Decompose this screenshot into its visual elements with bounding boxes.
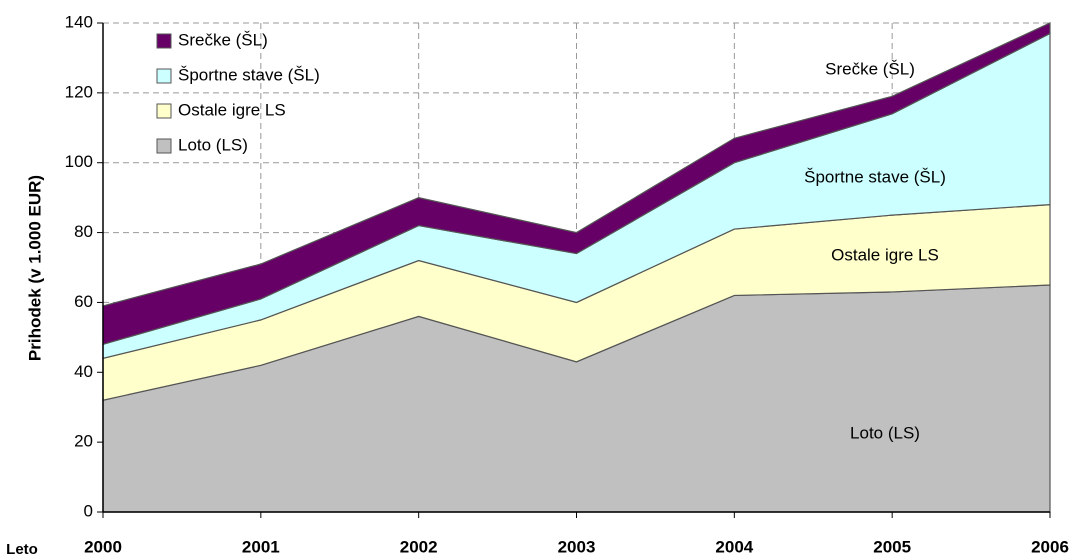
area-label: Športne stave (ŠL) (804, 167, 946, 186)
legend-label: Srečke (ŠL) (178, 30, 268, 49)
legend-label: Ostale igre LS (178, 100, 286, 119)
x-tick-label: 2001 (242, 537, 280, 556)
y-tick-label: 140 (65, 12, 93, 31)
y-tick-label: 100 (65, 152, 93, 171)
x-tick-label: 2006 (1031, 537, 1069, 556)
y-tick-label: 20 (74, 432, 93, 451)
y-tick-label: 40 (74, 362, 93, 381)
x-tick-label: 2005 (873, 537, 911, 556)
legend-swatch (156, 103, 172, 119)
y-tick-label: 0 (84, 501, 93, 520)
area-label: Srečke (ŠL) (825, 59, 915, 78)
legend-label: Športne stave (ŠL) (178, 65, 320, 84)
legend-label: Loto (LS) (178, 135, 248, 154)
x-tick-label: 2000 (84, 537, 122, 556)
x-tick-label: 2003 (558, 537, 596, 556)
x-tick-label: 2004 (715, 537, 753, 556)
area-label: Ostale igre LS (831, 245, 939, 264)
x-axis-label: Leto (6, 541, 38, 558)
y-axis-label: Prihodek (v 1.000 EUR) (25, 175, 44, 361)
y-tick-label: 120 (65, 82, 93, 101)
legend-swatch (156, 68, 172, 84)
area-label: Loto (LS) (850, 423, 920, 442)
x-tick-label: 2002 (400, 537, 438, 556)
y-tick-label: 80 (74, 222, 93, 241)
area (102, 22, 1051, 346)
y-tick-label: 60 (74, 292, 93, 311)
legend-swatch (156, 138, 172, 154)
legend-swatch (156, 33, 172, 49)
